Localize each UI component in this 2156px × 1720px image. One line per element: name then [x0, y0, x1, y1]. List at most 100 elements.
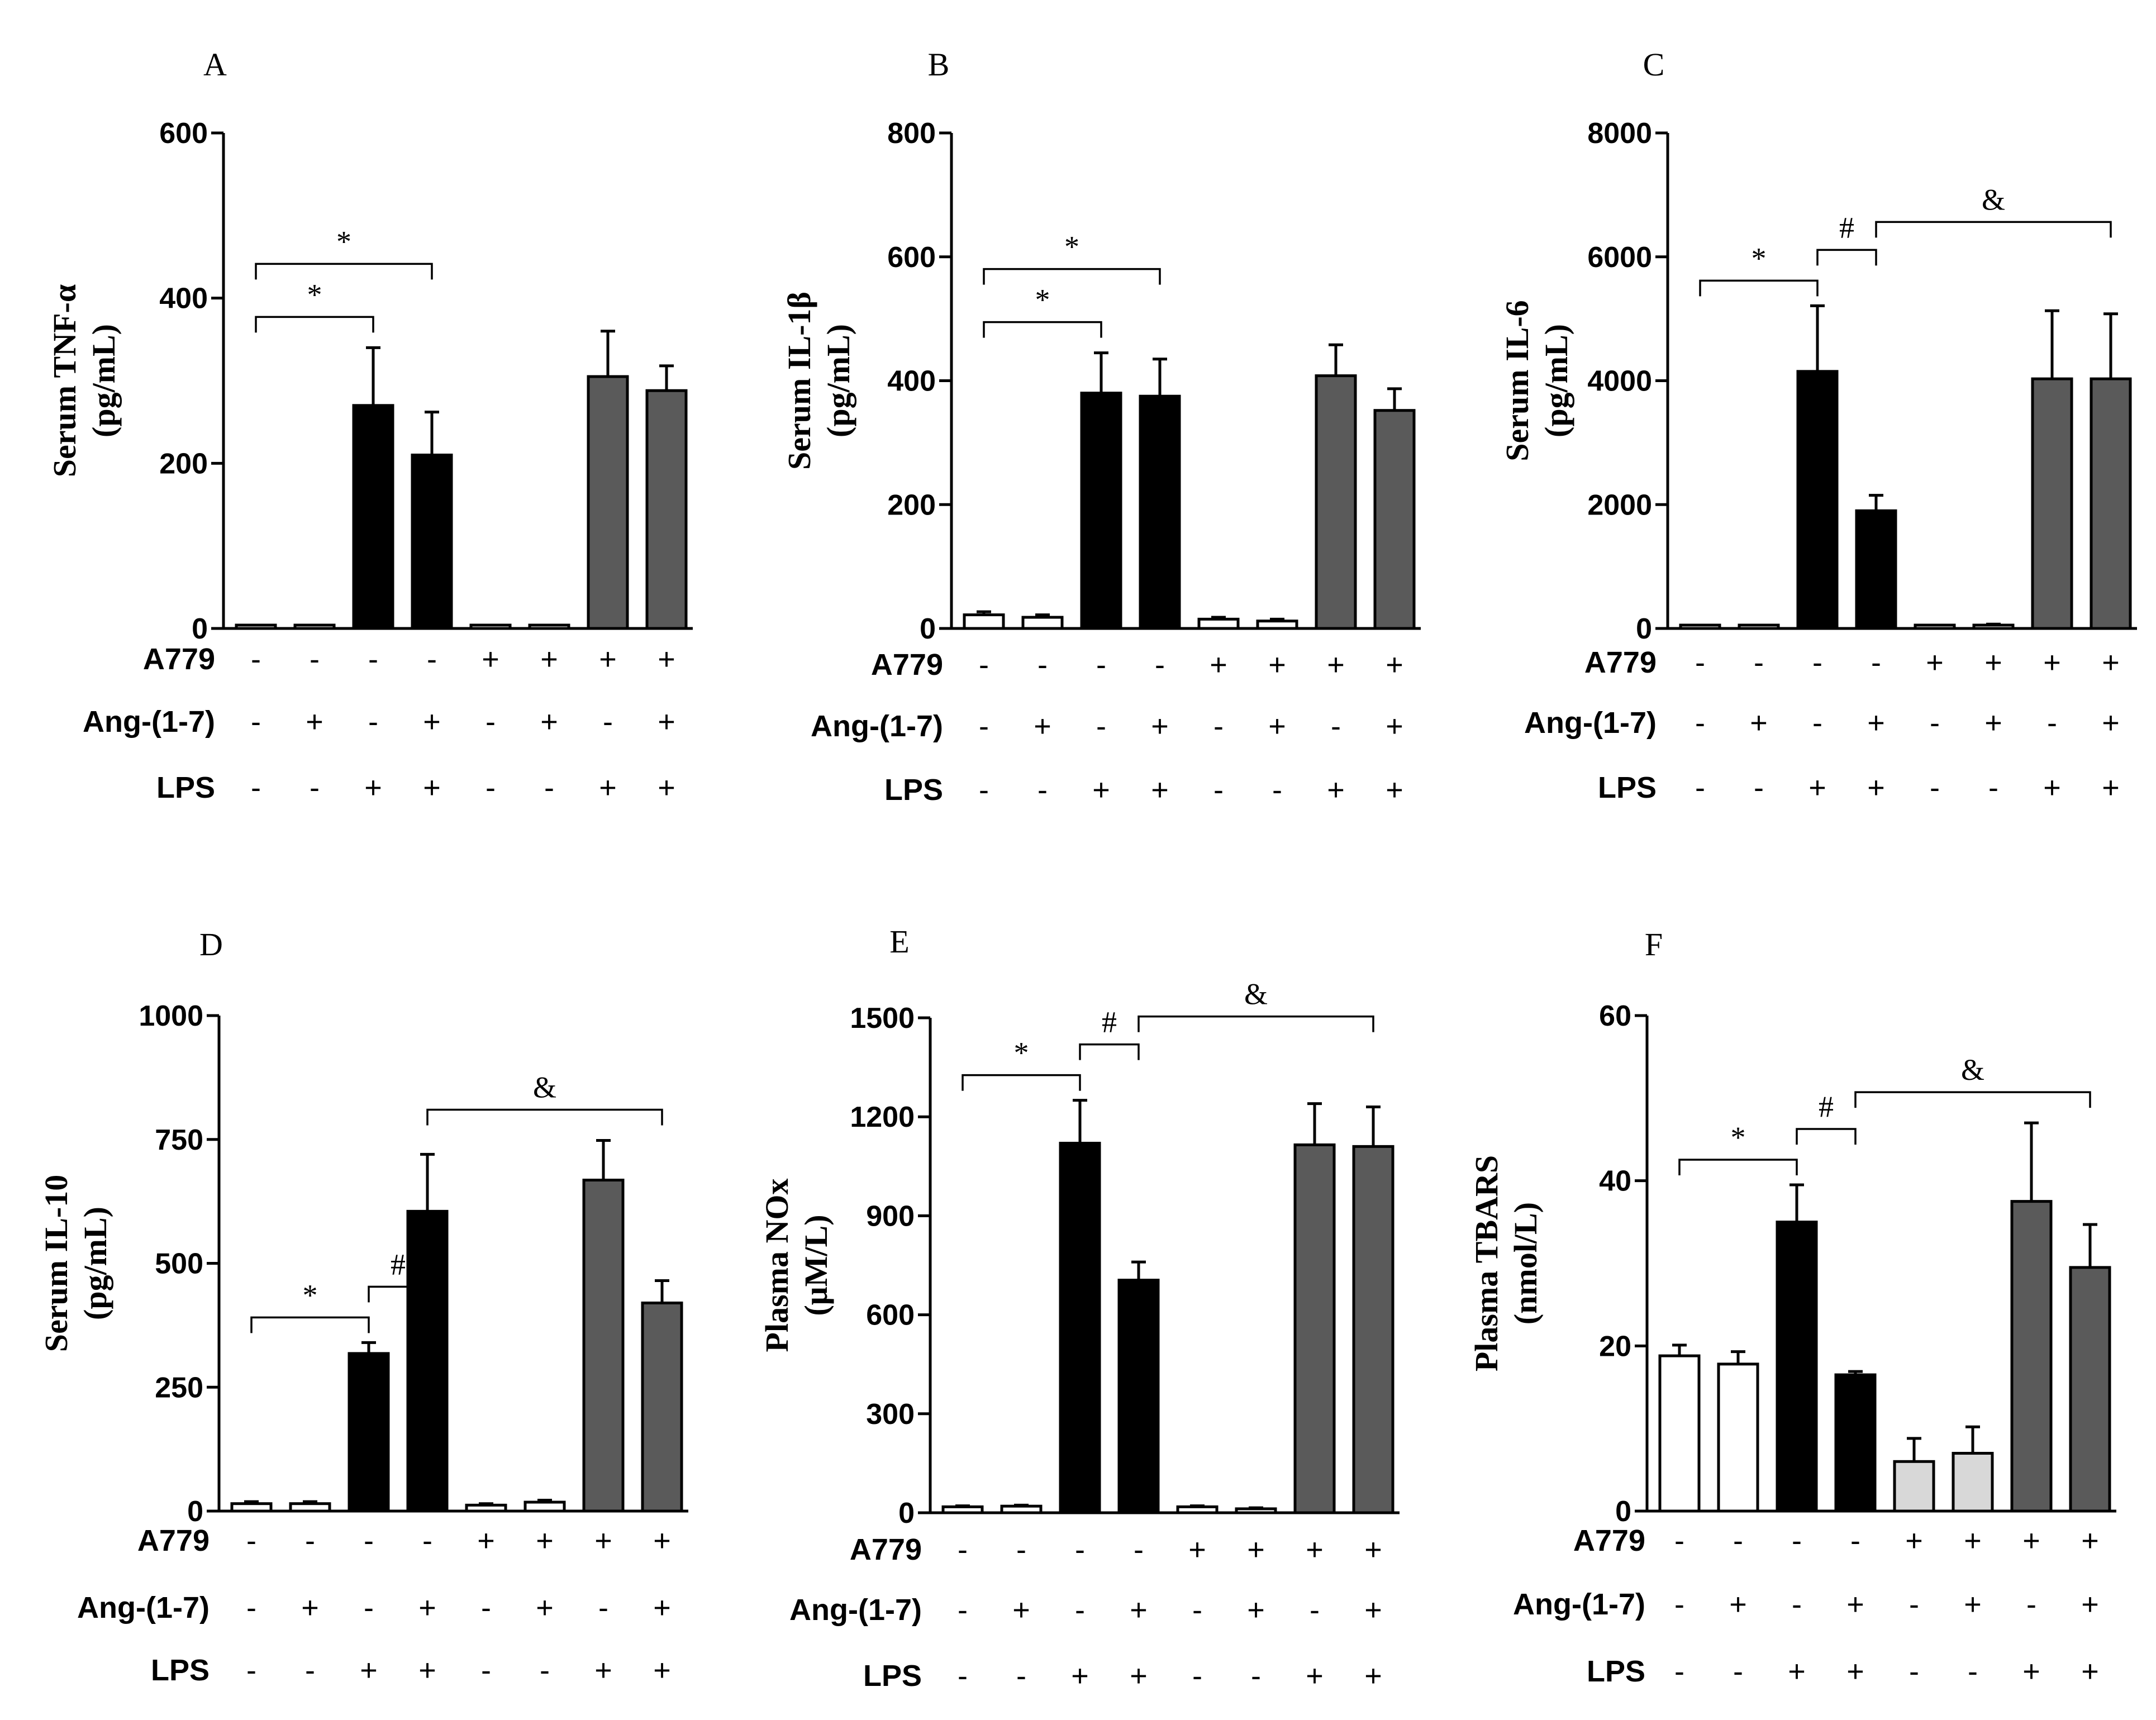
treatment-sign: + — [594, 1524, 612, 1557]
significance-bracket — [1079, 1043, 1140, 1060]
treatment-sign: + — [1247, 1593, 1265, 1627]
treatment-sign: + — [1151, 773, 1169, 807]
treatment-sign: + — [1905, 1524, 1923, 1557]
bar — [645, 389, 688, 630]
significance-mark: & — [533, 1071, 556, 1104]
treatment-sign: + — [1071, 1659, 1089, 1693]
treatment-label: LPS — [884, 773, 943, 807]
significance-mark: & — [1244, 978, 1268, 1011]
treatment-sign: - — [1037, 773, 1048, 807]
treatment-sign: + — [536, 1591, 554, 1624]
treatment-sign: + — [2081, 1524, 2099, 1557]
panel-letter: B — [928, 46, 950, 83]
bar — [1197, 617, 1240, 630]
treatment-sign: - — [2047, 706, 2057, 740]
y-tick-label: 0 — [192, 613, 208, 645]
bar — [1021, 616, 1064, 630]
treatment-sign: - — [1075, 1593, 1085, 1627]
treatment-sign: + — [594, 1654, 612, 1687]
y-tick-label: 200 — [887, 489, 936, 521]
treatment-label: A779 — [871, 648, 943, 682]
significance-bracket — [1678, 1159, 1798, 1176]
treatment-sign: + — [1867, 706, 1885, 740]
treatment-sign: - — [1674, 1588, 1684, 1621]
y-tick-label: 500 — [155, 1248, 203, 1280]
bar — [1176, 1505, 1219, 1514]
significance-mark: * — [1064, 230, 1079, 264]
bar — [2069, 1266, 2111, 1513]
treatment-sign: - — [364, 1591, 374, 1624]
treatment-sign: - — [1792, 1588, 1802, 1621]
treatment-sign: + — [1364, 1659, 1382, 1693]
treatment-sign: + — [1268, 648, 1286, 682]
treatment-label: LPS — [1598, 771, 1657, 804]
bar — [1256, 620, 1298, 630]
treatment-sign: + — [2022, 1655, 2040, 1688]
bar — [230, 1502, 273, 1513]
treatment-sign: + — [658, 771, 675, 804]
panel-letter: E — [889, 923, 909, 960]
y-tick-label: 250 — [155, 1371, 203, 1404]
treatment-sign: + — [1130, 1593, 1148, 1627]
y-axis-label-units: (pg/mL) — [1538, 324, 1574, 437]
treatment-sign: + — [653, 1654, 671, 1687]
bar — [406, 1209, 449, 1513]
treatment-sign: - — [486, 705, 496, 738]
y-tick-label: 40 — [1599, 1165, 1631, 1198]
treatment-sign: + — [1247, 1533, 1265, 1566]
y-tick-label: 6000 — [1587, 241, 1652, 274]
treatment-sign: - — [1733, 1655, 1743, 1688]
bar — [1893, 1460, 1935, 1513]
treatment-sign: - — [958, 1593, 968, 1627]
treatment-sign: + — [1788, 1655, 1806, 1688]
significance-bracket — [983, 268, 1161, 285]
bar — [528, 623, 570, 630]
treatment-sign: + — [1012, 1593, 1030, 1627]
treatment-sign: - — [422, 1524, 432, 1557]
y-tick-label: 20 — [1599, 1330, 1631, 1362]
treatment-sign: - — [251, 642, 261, 676]
significance-bracket — [983, 321, 1102, 338]
significance-bracket — [1796, 1128, 1857, 1145]
treatment-sign: + — [1984, 646, 2002, 679]
y-axis-label: Serum IL-6 — [1499, 300, 1535, 461]
treatment-sign: + — [653, 1524, 671, 1557]
y-tick-label: 0 — [898, 1497, 915, 1530]
bar — [1080, 392, 1122, 630]
treatment-sign: - — [1733, 1524, 1743, 1557]
treatment-label: Ang-(1-7) — [1513, 1588, 1645, 1621]
bar — [582, 1178, 625, 1513]
treatment-sign: + — [2102, 646, 2120, 679]
significance-mark: * — [1014, 1036, 1029, 1070]
significance-bracket — [255, 263, 433, 280]
y-axis-label-units: (μM/L) — [798, 1214, 834, 1316]
treatment-sign: + — [1386, 773, 1403, 807]
treatment-sign: + — [1092, 773, 1110, 807]
y-tick-label: 300 — [866, 1398, 915, 1431]
treatment-sign: + — [1750, 706, 1768, 740]
bar — [1139, 394, 1181, 630]
treatment-sign: + — [364, 771, 382, 804]
y-tick-label: 8000 — [1587, 117, 1652, 150]
y-tick-label: 0 — [187, 1495, 203, 1528]
treatment-sign: - — [2026, 1588, 2036, 1621]
treatment-sign: + — [360, 1654, 378, 1687]
treatment-sign: + — [1034, 709, 1051, 743]
bar — [1972, 623, 2015, 630]
treatment-sign: - — [481, 1591, 491, 1624]
treatment-sign: + — [2081, 1655, 2099, 1688]
treatment-sign: - — [1909, 1655, 1919, 1688]
bar — [465, 1503, 507, 1513]
treatment-sign: - — [1310, 1593, 1320, 1627]
treatment-label: Ang-(1-7) — [1524, 706, 1657, 740]
treatment-sign: - — [1134, 1533, 1144, 1566]
y-tick-label: 750 — [155, 1124, 203, 1156]
treatment-sign: - — [481, 1654, 491, 1687]
panel-letter: A — [203, 46, 227, 83]
significance-bracket — [1138, 1015, 1374, 1032]
y-axis-label: Serum IL-1β — [781, 292, 817, 470]
y-tick-label: 400 — [159, 283, 208, 315]
treatment-label: A779 — [143, 642, 215, 676]
treatment-sign: - — [364, 1524, 374, 1557]
treatment-sign: + — [1364, 1533, 1382, 1566]
